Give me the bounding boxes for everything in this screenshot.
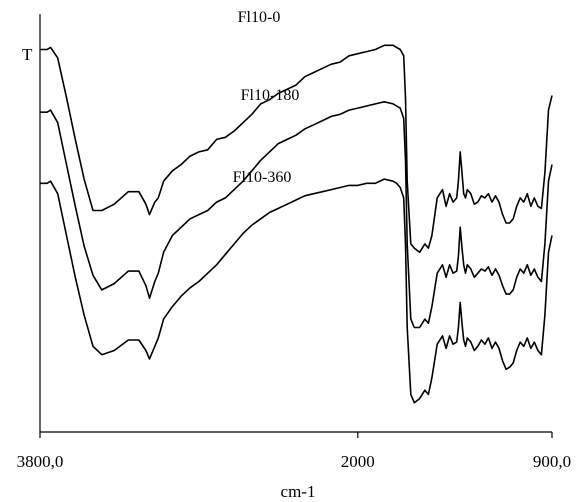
series-label: Fl10-0 bbox=[238, 9, 281, 26]
x-axis-label: cm-1 bbox=[281, 482, 316, 501]
y-axis-label: T bbox=[22, 45, 33, 64]
series-label: Fl10-360 bbox=[233, 169, 292, 186]
series-line-fl10-180 bbox=[40, 101, 553, 329]
x-tick-label: 900,0 bbox=[533, 452, 571, 471]
series-labels-group: Fl10-0 Fl10-180 Fl10-360 bbox=[233, 9, 300, 186]
series-group bbox=[40, 44, 553, 404]
series-line-fl10-360 bbox=[40, 178, 553, 404]
x-ticks-group: 3800,0 2000 900,0 bbox=[17, 432, 571, 471]
x-tick-label: 2000 bbox=[341, 452, 375, 471]
axes-group: T cm-1 bbox=[22, 14, 552, 501]
series-label: Fl10-180 bbox=[241, 87, 300, 104]
series-line-fl10-0 bbox=[40, 44, 553, 254]
x-tick-label: 3800,0 bbox=[17, 452, 64, 471]
